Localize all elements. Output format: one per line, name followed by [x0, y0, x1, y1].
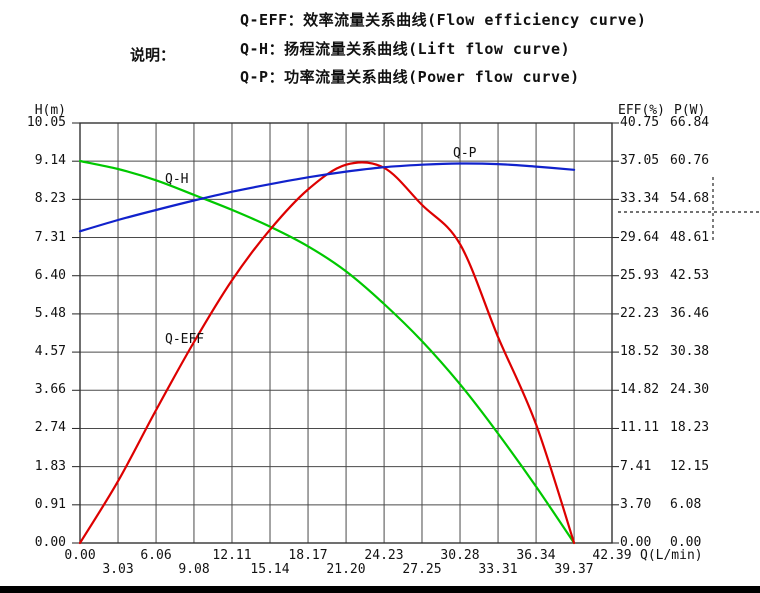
h-axis-tick-label: 9.14: [34, 153, 66, 168]
p-axis-tick-label: 18.23: [670, 420, 710, 435]
legend-item-q-p: Q-P：功率流量关系曲线(Power flow curve): [240, 68, 580, 86]
p-axis-tick-label: 54.68: [670, 191, 710, 206]
p-axis-tick-label: 6.08: [670, 497, 702, 512]
curve-label-q-p: Q-P: [453, 146, 477, 161]
q-axis-tick-label: 42.39: [592, 548, 632, 563]
h-axis-tick-label: 6.40: [34, 268, 66, 283]
legend-item-q-eff: Q-EFF：效率流量关系曲线(Flow efficiency curve): [240, 11, 647, 29]
p-axis-tick-label: 24.30: [670, 382, 710, 397]
curve-q-eff: [78, 161, 576, 545]
h-axis-tick-label: 4.57: [34, 344, 66, 359]
h-axis-tick-label: 3.66: [34, 382, 66, 397]
left-axis-header: H(m): [34, 103, 66, 118]
q-axis-tick-label: 39.37: [554, 562, 594, 577]
eff-axis-tick-label: 14.82: [620, 382, 660, 397]
eff-axis-tick-label: 37.05: [620, 153, 660, 168]
eff-axis-tick-label: 0.00: [620, 535, 652, 550]
p-axis-tick-label: 36.46: [670, 306, 710, 321]
eff-axis-tick-label: 40.75: [620, 115, 660, 130]
plot-border: [79, 122, 613, 544]
q-axis-tick-label: 18.17: [288, 548, 328, 563]
p-axis-tick-label: 30.38: [670, 344, 710, 359]
eff-axis-tick-label: 18.52: [620, 344, 660, 359]
right-axis-p-header: P(W): [674, 103, 706, 118]
h-axis-tick-label: 0.00: [34, 535, 66, 550]
x-axis-header: Q(L/min): [640, 548, 703, 563]
legend-item-q-h: Q-H：扬程流量关系曲线(Lift flow curve): [240, 40, 571, 58]
q-axis-tick-label: 30.28: [440, 548, 480, 563]
h-axis-tick-label: 0.91: [34, 497, 66, 512]
eff-axis-tick-label: 33.34: [620, 191, 660, 206]
h-axis-tick-label: 2.74: [34, 420, 66, 435]
q-axis-tick-label: 36.34: [516, 548, 556, 563]
q-axis-tick-label: 15.14: [250, 562, 290, 577]
curve-label-q-h: Q-H: [165, 172, 189, 187]
q-axis-tick-label: 27.25: [402, 562, 442, 577]
eff-axis-tick-label: 7.41: [620, 459, 652, 474]
h-axis-tick-label: 5.48: [34, 306, 66, 321]
eff-axis-tick-label: 22.23: [620, 306, 660, 321]
p-axis-tick-label: 12.15: [670, 459, 710, 474]
q-axis-tick-label: 0.00: [64, 548, 96, 563]
h-axis-tick-label: 1.83: [34, 459, 66, 474]
p-axis-tick-label: 0.00: [670, 535, 702, 550]
p-axis-tick-label: 48.61: [670, 230, 710, 245]
h-axis-tick-label: 7.31: [34, 230, 66, 245]
p-axis-tick-label: 66.84: [670, 115, 710, 130]
bottom-border-bar: [0, 586, 760, 593]
q-axis-tick-label: 21.20: [326, 562, 366, 577]
eff-axis-tick-label: 11.11: [620, 420, 660, 435]
right-axis-eff-header: EFF(%): [618, 103, 665, 118]
q-axis-tick-label: 12.11: [212, 548, 252, 563]
curve-label-q-eff: Q-EFF: [165, 332, 205, 347]
legend-note-label: 说明：: [130, 46, 176, 64]
h-axis-tick-label: 10.05: [26, 115, 66, 130]
eff-axis-tick-label: 3.70: [620, 497, 652, 512]
q-axis-tick-label: 33.31: [478, 562, 518, 577]
q-axis-tick-label: 3.03: [102, 562, 134, 577]
p-axis-tick-label: 60.76: [670, 153, 710, 168]
eff-axis-tick-label: 29.64: [620, 230, 660, 245]
p-axis-tick-label: 42.53: [670, 268, 710, 283]
q-axis-tick-label: 6.06: [140, 548, 172, 563]
q-axis-tick-label: 24.23: [364, 548, 404, 563]
curve-q-p: [78, 162, 576, 233]
h-axis-tick-label: 8.23: [34, 191, 66, 206]
q-axis-tick-label: 9.08: [178, 562, 210, 577]
eff-axis-tick-label: 25.93: [620, 268, 660, 283]
curve-q-h: [78, 159, 576, 545]
